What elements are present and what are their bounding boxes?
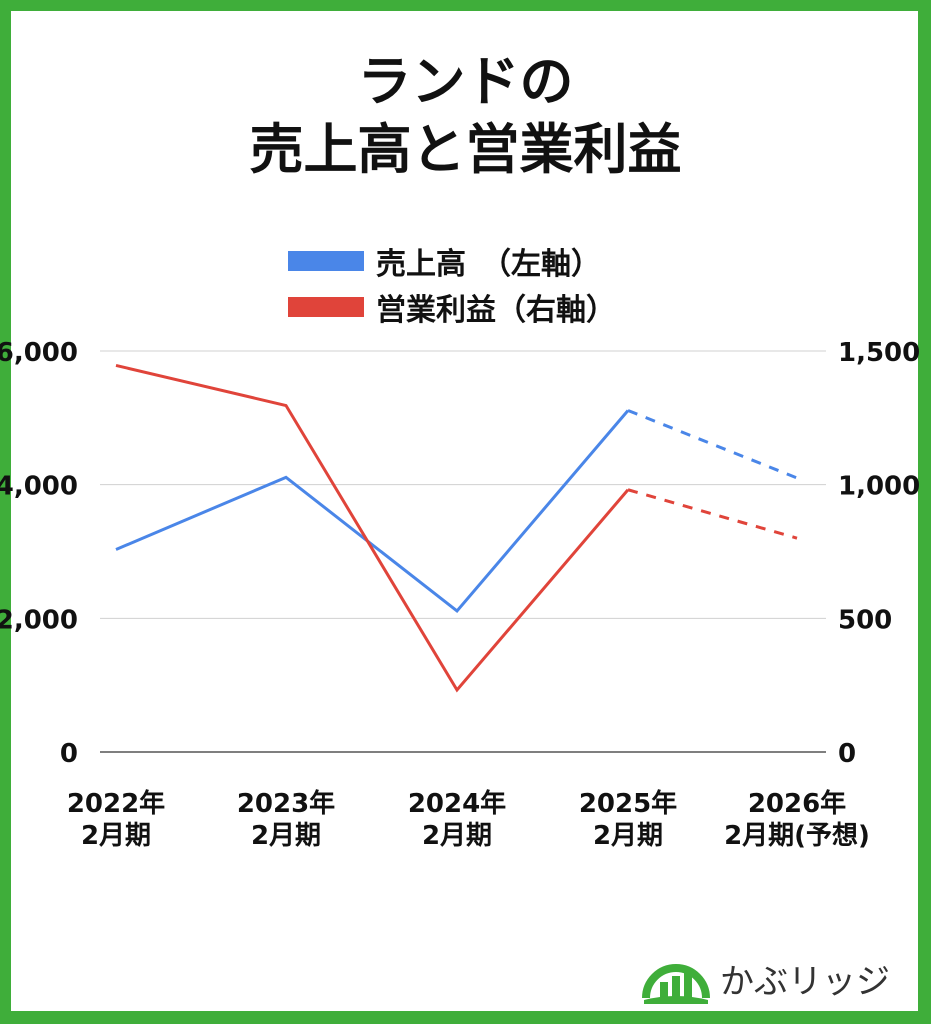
x-tick-label: 2025年 xyxy=(579,788,677,819)
logo-text: かぶリッジ xyxy=(720,961,890,1002)
y-right-tick-label: 1,500 xyxy=(838,338,920,368)
x-tick-label: 2月期 xyxy=(251,821,321,851)
legend-label-sales: 売上高 （左軸） xyxy=(376,247,601,282)
series-forecast-line-sales xyxy=(627,409,798,480)
brand-logo: かぶリッジ xyxy=(640,948,890,1008)
x-tick-label: 2023年 xyxy=(237,788,335,819)
logo-icon xyxy=(642,964,710,1004)
y-left-tick-label: 4,000 xyxy=(0,472,78,502)
x-tick-label: 2月期 xyxy=(422,821,492,851)
y-left-tick-label: 6,000 xyxy=(0,338,78,368)
y-left-tick-label: 2,000 xyxy=(0,605,78,635)
legend-swatch-sales xyxy=(288,251,364,271)
title-line-1: ランドの xyxy=(357,50,574,113)
x-tick-label: 2022年 xyxy=(67,788,165,819)
series-line-profit xyxy=(115,363,630,693)
chart-card xyxy=(11,11,918,1011)
chart-title: ランドの 売上高と営業利益 xyxy=(0,48,931,184)
x-tick-label: 2026年 xyxy=(748,788,846,819)
legend-item-sales: 売上高 （左軸） xyxy=(288,238,616,284)
y-right-tick-label: 0 xyxy=(838,739,856,769)
y-right-tick-label: 500 xyxy=(838,605,892,635)
y-right-tick-label: 1,000 xyxy=(838,472,920,502)
series-forecast-line-profit xyxy=(627,488,798,540)
x-tick-label: 2月期 xyxy=(81,821,151,851)
x-tick-label: 2月期(予想) xyxy=(724,821,870,851)
title-line-2: 売上高と営業利益 xyxy=(249,118,682,181)
x-tick-label: 2月期 xyxy=(593,821,663,851)
y-left-tick-label: 0 xyxy=(60,739,78,769)
x-tick-label: 2024年 xyxy=(408,788,506,819)
series-line-sales xyxy=(115,409,630,614)
legend: 売上高 （左軸） 営業利益（右軸） xyxy=(288,238,616,330)
legend-label-profit: 営業利益（右軸） xyxy=(376,293,616,328)
legend-swatch-profit xyxy=(288,297,364,317)
legend-item-profit: 営業利益（右軸） xyxy=(288,284,616,330)
